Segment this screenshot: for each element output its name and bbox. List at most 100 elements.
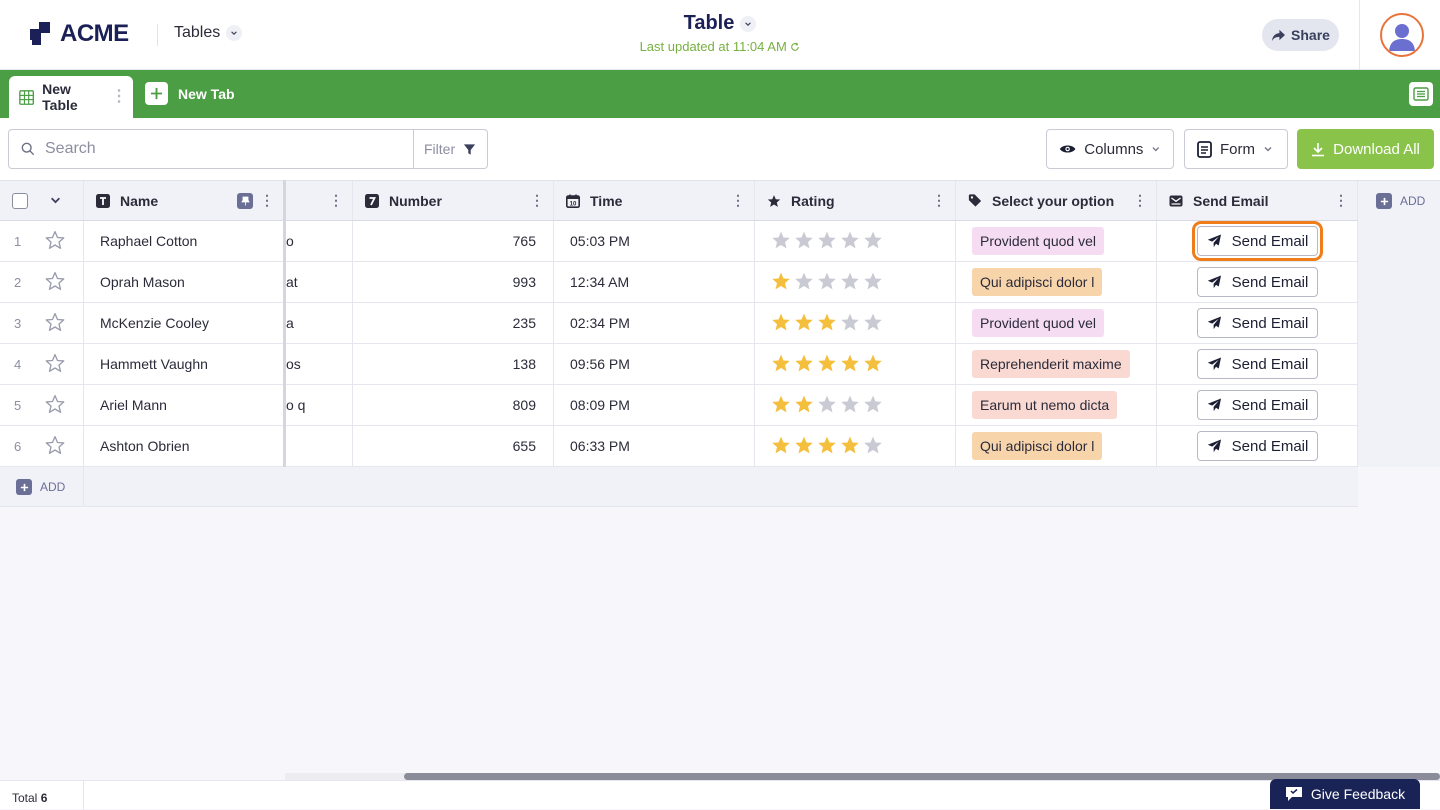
name-cell[interactable]: Raphael Cotton [84,221,284,261]
row-number-cell[interactable]: 2 [0,262,84,302]
acme-logo[interactable]: ACME [30,20,129,48]
star-empty-icon[interactable] [840,312,860,335]
star-filled-icon[interactable] [771,312,791,335]
favorite-star-icon[interactable] [45,394,65,417]
number-cell[interactable]: 809 [353,385,554,425]
star-empty-icon[interactable] [840,230,860,253]
search-input[interactable] [45,140,385,158]
star-filled-icon[interactable] [840,353,860,376]
star-filled-icon[interactable] [817,353,837,376]
column-menu-icon[interactable]: ⋮ [1133,192,1147,208]
select-option-cell[interactable]: Earum ut nemo dicta [956,385,1157,425]
number-cell[interactable]: 993 [353,262,554,302]
column-menu-icon[interactable]: ⋮ [1334,192,1348,208]
send-email-button[interactable]: Send Email [1192,221,1323,261]
star-filled-icon[interactable] [840,435,860,458]
star-empty-icon[interactable] [863,394,883,417]
send-email-cell[interactable]: Send Email [1157,221,1358,261]
column-header-number[interactable]: Number ⋮ [353,181,554,220]
name-cell[interactable]: Ashton Obrien [84,426,284,466]
select-option-cell[interactable]: Provident quod vel [956,221,1157,261]
hidden-cell[interactable]: os [286,344,353,384]
row-number-cell[interactable]: 6 [0,426,84,466]
column-menu-icon[interactable]: ⋮ [932,192,946,208]
select-option-cell[interactable]: Qui adipisci dolor l [956,262,1157,302]
name-cell[interactable]: Ariel Mann [84,385,284,425]
add-row-button[interactable]: ADD [0,467,84,507]
favorite-star-icon[interactable] [45,435,65,458]
star-filled-icon[interactable] [817,435,837,458]
hidden-cell[interactable]: o [286,221,353,261]
tab-options-icon[interactable]: ⋮ [111,88,127,105]
hidden-cell[interactable] [286,426,353,466]
star-empty-icon[interactable] [794,271,814,294]
send-email-cell[interactable]: Send Email [1157,262,1358,302]
column-menu-icon[interactable]: ⋮ [731,192,745,208]
time-cell[interactable]: 06:33 PM [554,426,755,466]
send-email-cell[interactable]: Send Email [1157,385,1358,425]
row-number-cell[interactable]: 1 [0,221,84,261]
star-empty-icon[interactable] [863,271,883,294]
send-email-cell[interactable]: Send Email [1157,344,1358,384]
star-empty-icon[interactable] [863,312,883,335]
select-option-cell[interactable]: Qui adipisci dolor l [956,426,1157,466]
time-cell[interactable]: 09:56 PM [554,344,755,384]
number-cell[interactable]: 235 [353,303,554,343]
column-header-select-option[interactable]: Select your option ⋮ [956,181,1157,220]
column-header-send-email[interactable]: Send Email ⋮ [1157,181,1358,220]
avatar[interactable] [1380,13,1424,57]
rating-stars[interactable] [771,394,883,417]
rating-stars[interactable] [771,230,883,253]
star-empty-icon[interactable] [840,271,860,294]
send-email-button[interactable]: Send Email [1197,349,1318,379]
star-filled-icon[interactable] [771,435,791,458]
time-cell[interactable]: 05:03 PM [554,221,755,261]
rating-cell[interactable] [755,426,956,466]
star-filled-icon[interactable] [794,312,814,335]
send-email-button[interactable]: Send Email [1197,267,1318,297]
number-cell[interactable]: 765 [353,221,554,261]
time-cell[interactable]: 12:34 AM [554,262,755,302]
filter-button[interactable]: Filter [413,129,488,169]
rating-stars[interactable] [771,353,883,376]
star-filled-icon[interactable] [771,394,791,417]
number-cell[interactable]: 655 [353,426,554,466]
row-number-cell[interactable]: 5 [0,385,84,425]
hidden-cell[interactable]: o q [286,385,353,425]
star-filled-icon[interactable] [771,271,791,294]
add-column-button[interactable]: ADD [1376,193,1425,209]
star-filled-icon[interactable] [817,312,837,335]
favorite-star-icon[interactable] [45,312,65,335]
share-button[interactable]: Share [1262,19,1339,51]
column-menu-icon[interactable]: ⋮ [260,192,274,208]
send-email-button[interactable]: Send Email [1197,431,1318,461]
rating-cell[interactable] [755,303,956,343]
pin-icon[interactable] [237,192,253,209]
name-cell[interactable]: Hammett Vaughn [84,344,284,384]
favorite-star-icon[interactable] [45,271,65,294]
star-empty-icon[interactable] [863,435,883,458]
star-filled-icon[interactable] [863,353,883,376]
send-email-cell[interactable]: Send Email [1157,303,1358,343]
send-email-cell[interactable]: Send Email [1157,426,1358,466]
rating-cell[interactable] [755,385,956,425]
number-cell[interactable]: 138 [353,344,554,384]
favorite-star-icon[interactable] [45,353,65,376]
give-feedback-button[interactable]: Give Feedback [1270,779,1420,809]
column-header-hidden[interactable]: ⋮ [286,181,353,220]
rating-cell[interactable] [755,221,956,261]
tab-new-table[interactable]: New Table ⋮ [9,76,133,118]
star-empty-icon[interactable] [863,230,883,253]
select-option-cell[interactable]: Reprehenderit maxime [956,344,1157,384]
rating-cell[interactable] [755,262,956,302]
name-cell[interactable]: Oprah Mason [84,262,284,302]
rating-stars[interactable] [771,435,883,458]
star-empty-icon[interactable] [794,230,814,253]
star-empty-icon[interactable] [817,271,837,294]
menu-button[interactable] [1409,82,1433,106]
star-filled-icon[interactable] [794,394,814,417]
select-all-checkbox[interactable] [12,192,28,209]
rating-cell[interactable] [755,344,956,384]
time-cell[interactable]: 02:34 PM [554,303,755,343]
columns-button[interactable]: Columns [1046,129,1174,169]
